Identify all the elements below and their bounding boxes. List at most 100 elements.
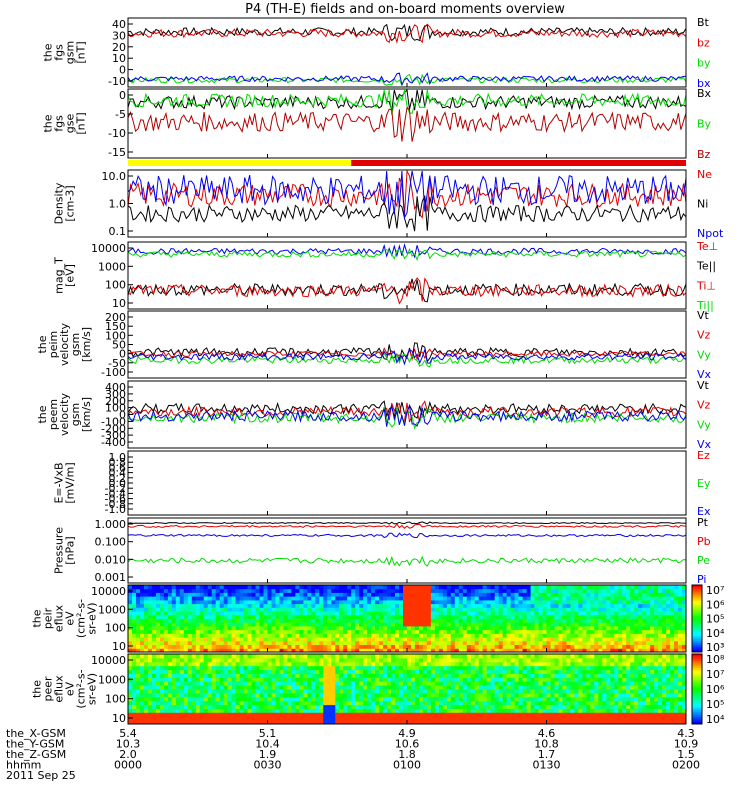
spectrogram-cell	[287, 640, 292, 645]
spectrogram-cell	[183, 622, 189, 627]
spectrogram-cell	[287, 692, 292, 698]
spectrogram-cell	[506, 700, 512, 706]
spectrogram-cell	[263, 692, 268, 698]
spectrogram-cell	[606, 596, 611, 601]
spectrogram-cell	[550, 673, 555, 678]
spectrogram-cell	[590, 644, 595, 649]
spectrogram-cell	[546, 657, 551, 663]
spectrogram-cell	[462, 603, 468, 608]
spectrogram-cell	[155, 588, 161, 593]
colorbar-swatch	[692, 631, 702, 635]
spectrogram-cell	[267, 637, 272, 642]
spectrogram-cell	[446, 588, 452, 593]
spectrogram-cell	[191, 708, 197, 713]
spectrogram-cell	[347, 625, 352, 631]
spectrogram-cell	[143, 665, 149, 671]
spectrogram-cell	[494, 665, 500, 671]
spectrogram-cell	[407, 640, 412, 645]
spectrogram-cell	[279, 614, 284, 619]
series-line-Bt	[127, 23, 687, 42]
spectrogram-cell	[159, 700, 165, 706]
series-line-Te⊥	[127, 277, 687, 305]
spectrogram-cell	[367, 708, 372, 713]
spectrogram-cell	[426, 685, 432, 690]
spectrogram-cell	[658, 640, 663, 645]
spectrogram-cell	[678, 648, 683, 653]
spectrogram-cell	[239, 654, 245, 659]
spectrogram-cell	[223, 669, 229, 674]
spectrogram-cell	[419, 622, 424, 627]
spectrogram-cell	[271, 669, 276, 674]
spectrogram-cell	[140, 614, 145, 619]
spectrogram-cell	[682, 588, 687, 593]
spectrogram-cell	[419, 629, 424, 634]
spectrogram-cell	[315, 657, 320, 663]
spectrogram-cell	[163, 716, 169, 721]
spectrogram-cell	[606, 629, 611, 634]
spectrogram-cell	[458, 614, 464, 619]
spectrogram-cell	[554, 700, 559, 706]
spectrogram-cell	[582, 633, 587, 638]
spectrogram-cell	[446, 640, 452, 645]
spectrogram-cell	[151, 681, 157, 686]
spectrogram-cell	[283, 677, 288, 682]
spectrogram-cell	[618, 700, 623, 706]
spectrogram-cell	[363, 673, 368, 678]
spectrogram-cell	[638, 648, 643, 653]
spectrogram-cell	[211, 669, 217, 674]
spectrogram-cell	[450, 704, 456, 709]
spectrogram-cell	[554, 603, 559, 608]
spectrogram-cell	[167, 596, 173, 601]
spectrogram-cell	[494, 607, 500, 612]
spectrogram-cell	[474, 599, 480, 605]
spectrogram-cell	[446, 607, 452, 612]
spectrogram-cell	[510, 585, 516, 590]
spectrogram-cell	[598, 700, 603, 706]
spectrogram-cell	[303, 692, 308, 698]
spectrogram-cell	[678, 640, 683, 645]
spectrogram-cell	[470, 677, 476, 682]
colorbar-swatch	[692, 616, 702, 619]
spectrogram-cell	[395, 665, 400, 671]
spectrogram-cell	[367, 640, 372, 645]
spectrogram-cell	[295, 599, 300, 605]
spectrogram-cell	[514, 640, 520, 645]
spectrogram-cell	[666, 618, 671, 623]
spectrogram-cell	[630, 607, 635, 612]
y-tick-label: 1.000	[95, 518, 127, 531]
spectrogram-cell	[498, 669, 504, 674]
spectrogram-cell	[530, 700, 536, 706]
spectrogram-cell	[199, 657, 205, 663]
spectrogram-cell	[347, 603, 352, 608]
spectrogram-cell	[347, 596, 352, 601]
spectrogram-cell	[167, 689, 173, 694]
spectrogram-cell	[578, 640, 583, 645]
y-tick-label: 150	[105, 320, 126, 333]
spectrogram-cell	[542, 596, 547, 601]
spectrogram-cell	[566, 696, 571, 702]
spectrogram-cell	[291, 657, 296, 663]
spectrogram-cell	[355, 640, 360, 645]
spectrogram-cell	[602, 657, 607, 663]
spectrogram-cell	[331, 669, 336, 674]
spectrogram-cell	[434, 689, 440, 694]
spectrogram-cell	[319, 685, 324, 690]
spectrogram-cell	[522, 692, 528, 698]
spectrogram-cell	[590, 618, 595, 623]
spectrogram-cell	[490, 696, 496, 702]
spectrogram-cell	[183, 692, 189, 698]
spectrogram-cell	[642, 603, 647, 608]
spectrogram-cell	[315, 637, 320, 642]
spectrogram-cell	[458, 657, 464, 663]
spectrogram-cell	[546, 716, 551, 721]
spectrogram-cell	[159, 712, 165, 717]
spectrogram-cell	[434, 654, 440, 659]
spectrogram-cell	[175, 704, 181, 709]
colorbar-swatch	[692, 625, 702, 628]
spectrogram-cell	[203, 708, 209, 713]
spectrogram-cell	[215, 637, 221, 642]
y-tick-label: 200	[105, 311, 126, 324]
spectrogram-cell	[159, 611, 165, 616]
spectrogram-cell	[486, 625, 492, 631]
